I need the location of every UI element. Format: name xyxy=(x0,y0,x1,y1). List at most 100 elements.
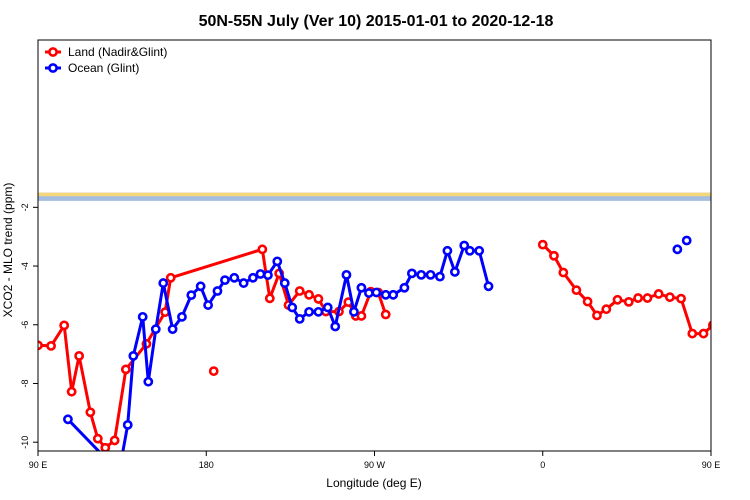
ocean-seg0-point-12 xyxy=(195,281,206,292)
land-seg0-point-13 xyxy=(257,244,268,255)
ocean-seg0-point-35 xyxy=(388,289,399,300)
y-tick-label-1: -4 xyxy=(20,262,30,270)
ocean-seg0-point-10 xyxy=(177,311,187,322)
land-seg1-point-35 xyxy=(612,294,623,305)
ocean-seg0-point-6 xyxy=(143,376,154,387)
ocean-seg0-point-42 xyxy=(449,267,460,277)
land-seg0-point-2 xyxy=(59,320,70,331)
ocean-band xyxy=(38,192,711,201)
ocean-seg0-point-31 xyxy=(356,282,367,293)
ocean-seg0-point-40 xyxy=(435,271,445,282)
y-tick-label-2: -6 xyxy=(20,321,30,329)
data-layer xyxy=(38,235,750,469)
ocean-seg0-point-26 xyxy=(313,306,324,317)
land-seg1-point-30 xyxy=(558,267,569,278)
land-seg1-point-31 xyxy=(571,285,582,296)
ocean-seg0-point-5 xyxy=(137,311,148,322)
ocean-seg0-point-20 xyxy=(263,270,273,281)
ocean-seg0-point-43 xyxy=(459,240,470,251)
x-tick-label-3: 0 xyxy=(540,460,545,470)
land-band xyxy=(38,192,711,197)
land-seg1-point-29 xyxy=(549,250,559,261)
ocean-seg0-point-30 xyxy=(349,306,359,317)
land-seg1-point-39 xyxy=(653,289,664,299)
ocean-seg0-point-15 xyxy=(220,275,230,286)
land-seg1-point-45 xyxy=(719,342,726,349)
ocean-seg0-point-39 xyxy=(425,269,436,280)
land-seg1-point-47 xyxy=(739,322,746,329)
ocean-seg0-point-2 xyxy=(117,462,124,469)
land-seg1-point-34 xyxy=(601,304,612,315)
ocean-seg0-point-38 xyxy=(416,269,427,280)
y-tick-label-3: -8 xyxy=(20,379,30,387)
ocean-seg0-point-13 xyxy=(203,300,214,310)
ocean-seg0-point-7 xyxy=(150,324,161,335)
land-seg1-point-37 xyxy=(633,293,643,303)
ocean-seg0-point-22 xyxy=(279,278,290,288)
land-seg0-point-14 xyxy=(264,293,275,304)
y-tick-label-4: -10 xyxy=(20,436,30,449)
land-isolated-point-0 xyxy=(208,366,219,377)
ocean-seg0-point-11 xyxy=(186,290,197,301)
land-seg0-point-8 xyxy=(109,435,120,446)
ocean-seg0-point-23 xyxy=(287,302,298,313)
ocean-seg0-point-4 xyxy=(128,350,139,361)
ocean-seg0-point-36 xyxy=(399,282,410,293)
land-seg0-point-27 xyxy=(380,309,391,320)
ocean-seg0-point-46 xyxy=(483,281,494,292)
land-ocean-strip xyxy=(38,192,711,201)
plot-area: 90 E 180 90 W 0 90 E -2 -4 -6 -8 -10 Land (Nadir&G… xyxy=(20,39,750,470)
land-seg0-point-1 xyxy=(46,341,56,351)
ocean-seg0-point-1 xyxy=(109,462,116,469)
ocean-seg0-point-32 xyxy=(363,288,374,298)
land-seg0-point-18 xyxy=(304,289,314,300)
land-seg1-point-28 xyxy=(537,239,548,250)
x-axis-label: Longitude (deg E) xyxy=(326,476,421,490)
legend-label-0: Land (Nadir&Glint) xyxy=(68,45,167,59)
ocean-seg0-point-44 xyxy=(464,245,475,256)
plot-frame xyxy=(37,39,712,452)
land-seg1-point-46 xyxy=(730,342,737,349)
land-seg0-point-3 xyxy=(66,386,77,397)
ocean-seg0-point-27 xyxy=(322,302,333,313)
legend-swatch-marker-0 xyxy=(48,47,58,57)
ocean-seg0-point-17 xyxy=(238,278,249,288)
x-tick-label-1: 180 xyxy=(199,460,214,470)
land-seg1-line xyxy=(541,243,711,336)
ocean-seg0-point-8 xyxy=(158,278,169,288)
ocean-seg0-point-28 xyxy=(330,321,341,332)
ocean-seg0-point-34 xyxy=(380,289,391,300)
x-tick-label-2: 90 W xyxy=(364,460,386,470)
ocean-seg0-point-21 xyxy=(272,256,283,267)
ocean-seg0-point-0 xyxy=(63,414,73,425)
land-seg0-point-12 xyxy=(165,272,176,283)
chart-title: 50N-55N July (Ver 10) 2015-01-01 to 2020… xyxy=(199,13,554,30)
legend-swatch-marker-1 xyxy=(48,63,58,73)
land-seg1-point-42 xyxy=(687,328,698,339)
land-seg0-point-19 xyxy=(313,294,324,304)
ocean-seg0-point-29 xyxy=(341,269,352,280)
ocean-seg0-point-19 xyxy=(255,269,266,279)
legend: Land (Nadir&Glint) Ocean (Glint) xyxy=(45,45,167,75)
ocean-seg0-point-16 xyxy=(229,272,240,283)
land-seg0-point-4 xyxy=(74,350,85,361)
ocean-seg0-point-18 xyxy=(248,272,258,283)
ocean-seg0-point-45 xyxy=(474,245,485,256)
x-tick-label-4: 90 E xyxy=(702,460,721,470)
x-tick-label-0: 90 E xyxy=(29,460,48,470)
land-seg0-point-6 xyxy=(92,433,103,444)
land-seg1-point-36 xyxy=(623,296,634,307)
land-seg0-line xyxy=(38,247,388,450)
ocean-isolated-point-0 xyxy=(681,235,692,246)
land-seg1-point-43 xyxy=(698,328,709,339)
y-tick-label-0: -2 xyxy=(20,203,30,211)
land-seg0-point-9 xyxy=(120,364,131,375)
ocean-seg0-point-33 xyxy=(371,287,382,298)
ocean-seg0-point-25 xyxy=(304,306,314,317)
land-seg0-point-7 xyxy=(100,442,111,451)
land-seg1-point-33 xyxy=(592,310,602,321)
ocean-isolated-point-1 xyxy=(741,416,748,423)
land-seg1-point-44 xyxy=(707,320,711,330)
land-seg1-point-48 xyxy=(745,388,750,395)
